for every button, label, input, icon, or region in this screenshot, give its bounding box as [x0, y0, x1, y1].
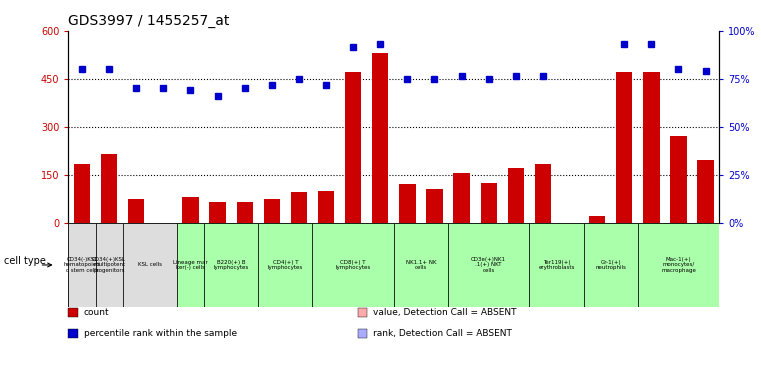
Text: GSM686653: GSM686653 — [539, 223, 547, 269]
Bar — [345, 72, 361, 223]
Text: GSM686641: GSM686641 — [213, 223, 222, 269]
Text: CD34(-)KSL
hematopoieti
c stem cells: CD34(-)KSL hematopoieti c stem cells — [64, 257, 100, 273]
Text: GSM686636: GSM686636 — [78, 223, 87, 269]
Bar — [697, 161, 714, 223]
Bar — [670, 136, 686, 223]
Text: percentile rank within the sample: percentile rank within the sample — [84, 329, 237, 338]
Bar — [372, 53, 388, 223]
Bar — [584, 223, 638, 307]
Text: B220(+) B
lymphocytes: B220(+) B lymphocytes — [214, 260, 249, 270]
Bar — [264, 199, 280, 223]
Text: CD4(+) T
lymphocytes: CD4(+) T lymphocytes — [268, 260, 303, 270]
Text: CD3e(+)NK1
.1(+) NKT
cells: CD3e(+)NK1 .1(+) NKT cells — [471, 257, 506, 273]
Bar — [508, 168, 524, 223]
Text: NK1.1+ NK
cells: NK1.1+ NK cells — [406, 260, 436, 270]
Bar — [358, 308, 367, 317]
Bar — [638, 223, 719, 307]
Bar — [394, 223, 448, 307]
Bar — [68, 308, 78, 317]
Text: GSM686644: GSM686644 — [295, 223, 304, 269]
Text: GSM686650: GSM686650 — [457, 223, 466, 269]
Bar — [74, 164, 90, 223]
Bar — [177, 223, 204, 307]
Bar — [530, 223, 584, 307]
Text: GSM686655: GSM686655 — [593, 223, 602, 269]
Bar — [258, 223, 313, 307]
Text: GSM686654: GSM686654 — [565, 223, 575, 269]
Text: Lineage mar
ker(-) cells: Lineage mar ker(-) cells — [173, 260, 208, 270]
Text: GDS3997 / 1455257_at: GDS3997 / 1455257_at — [68, 14, 230, 28]
Text: GSM686640: GSM686640 — [186, 223, 195, 269]
Text: Gr-1(+)
neutrophils: Gr-1(+) neutrophils — [595, 260, 626, 270]
Text: GSM686645: GSM686645 — [322, 223, 330, 269]
Bar — [183, 197, 199, 223]
Text: GSM686638: GSM686638 — [132, 223, 141, 269]
Text: GSM686651: GSM686651 — [484, 223, 493, 269]
Bar — [400, 184, 416, 223]
Text: GSM686643: GSM686643 — [267, 223, 276, 269]
Bar — [481, 183, 497, 223]
Text: GSM686658: GSM686658 — [674, 223, 683, 269]
Text: count: count — [84, 308, 110, 317]
Bar — [209, 202, 226, 223]
Bar — [426, 189, 443, 223]
Bar — [291, 192, 307, 223]
Text: GSM686646: GSM686646 — [349, 223, 358, 269]
Text: GSM686642: GSM686642 — [240, 223, 249, 269]
Text: Ter119(+)
erythroblasts: Ter119(+) erythroblasts — [538, 260, 575, 270]
Text: Mac-1(+)
monocytes/
macrophage: Mac-1(+) monocytes/ macrophage — [661, 257, 696, 273]
Bar — [313, 223, 394, 307]
Text: GSM686649: GSM686649 — [430, 223, 439, 269]
Text: GSM686639: GSM686639 — [159, 223, 168, 269]
Bar — [454, 173, 470, 223]
Bar — [68, 223, 96, 307]
Bar — [123, 223, 177, 307]
Bar — [643, 72, 660, 223]
Text: rank, Detection Call = ABSENT: rank, Detection Call = ABSENT — [373, 329, 511, 338]
Text: GSM686657: GSM686657 — [647, 223, 656, 269]
Bar — [318, 191, 334, 223]
FancyArrowPatch shape — [43, 263, 52, 267]
Bar — [448, 223, 530, 307]
Text: GSM686652: GSM686652 — [511, 223, 521, 269]
Bar — [101, 154, 117, 223]
Text: cell type: cell type — [4, 256, 46, 266]
Text: GSM686647: GSM686647 — [376, 223, 385, 269]
Text: value, Detection Call = ABSENT: value, Detection Call = ABSENT — [373, 308, 517, 317]
Text: GSM686637: GSM686637 — [105, 223, 113, 269]
Bar — [128, 199, 145, 223]
Bar — [237, 202, 253, 223]
Bar — [96, 223, 123, 307]
Bar — [358, 329, 367, 338]
Bar — [535, 164, 551, 223]
Text: GSM686656: GSM686656 — [619, 223, 629, 269]
Text: CD8(+) T
lymphocytes: CD8(+) T lymphocytes — [336, 260, 371, 270]
Bar — [589, 216, 605, 223]
Text: GSM686659: GSM686659 — [701, 223, 710, 269]
Text: GSM686648: GSM686648 — [403, 223, 412, 269]
Text: CD34(+)KSL
multipotent
progenitors: CD34(+)KSL multipotent progenitors — [92, 257, 126, 273]
Bar — [204, 223, 258, 307]
Text: KSL cells: KSL cells — [138, 262, 162, 268]
Bar — [616, 72, 632, 223]
Bar — [68, 329, 78, 338]
